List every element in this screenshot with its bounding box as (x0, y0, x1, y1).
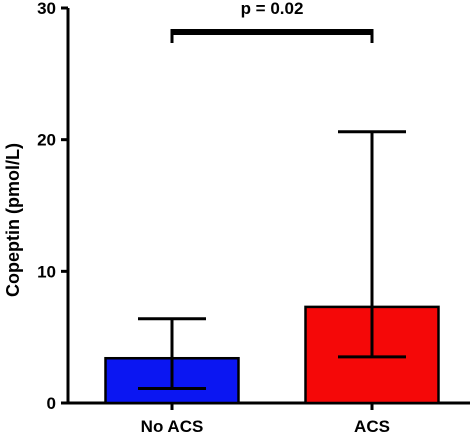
x-tick-label: No ACS (141, 417, 204, 436)
y-axis-title-group: Copeptin (pmol/L) (3, 143, 23, 297)
significance-label: p = 0.02 (241, 0, 304, 18)
y-tick-label: 30 (37, 0, 56, 18)
plot-area: 0 10 20 30 No ACS ACS p = 0.02 (37, 0, 470, 436)
y-axis-title: Copeptin (pmol/L) (3, 143, 23, 297)
y-tick-label: 20 (37, 131, 56, 150)
y-tick-label: 10 (37, 262, 56, 281)
x-tick-label: ACS (354, 417, 390, 436)
y-tick-label: 0 (47, 394, 56, 413)
